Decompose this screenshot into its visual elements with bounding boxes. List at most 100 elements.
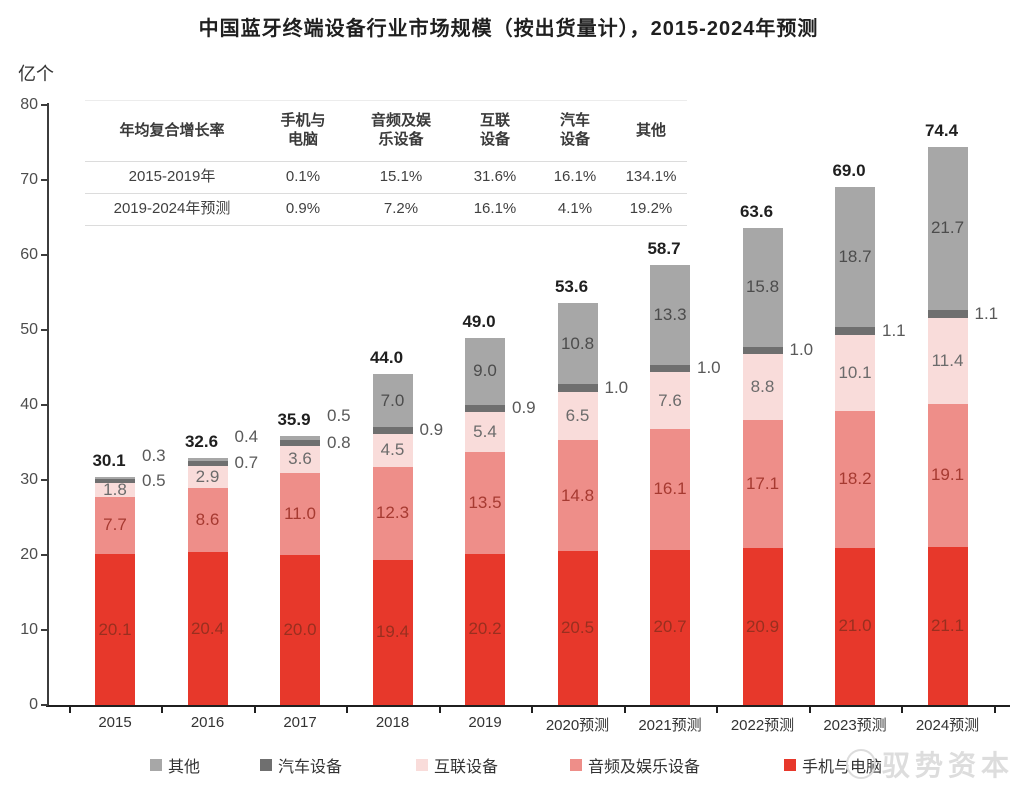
value-label-connected-devices: 10.1 bbox=[838, 363, 872, 383]
value-label-others: 7.0 bbox=[380, 390, 405, 410]
segment-others bbox=[95, 477, 135, 480]
legend-item-connected-devices: 互联设备 bbox=[416, 753, 498, 777]
segment-audio-entertainment bbox=[465, 452, 505, 554]
value-label-connected-devices: 6.5 bbox=[565, 405, 590, 425]
total-label: 35.9 bbox=[277, 409, 311, 429]
x-tick bbox=[716, 707, 719, 713]
y-tick-label: 40 bbox=[20, 396, 38, 413]
x-tick bbox=[993, 707, 996, 713]
segment-others bbox=[650, 264, 690, 365]
value-label-connected-devices: 7.6 bbox=[658, 390, 682, 410]
y-tick bbox=[41, 554, 48, 556]
segment-auto-devices bbox=[95, 479, 135, 483]
cagr-cell: 4.1% bbox=[557, 200, 593, 218]
value-label-others: 13.3 bbox=[653, 304, 687, 324]
segment-auto-devices bbox=[187, 460, 228, 466]
cagr-cell: 15.1% bbox=[379, 168, 423, 186]
value-label-phone-pc: 20.2 bbox=[468, 619, 502, 639]
value-label-connected-devices: 5.4 bbox=[473, 422, 497, 441]
value-label-others: 15.8 bbox=[745, 277, 780, 297]
outside-value-label-others: 0.3 bbox=[142, 446, 166, 466]
x-tick bbox=[531, 707, 534, 713]
value-label-audio-entertainment: 17.1 bbox=[745, 474, 780, 494]
x-category-label: 2021预测 bbox=[638, 717, 702, 734]
y-tick-label: 10 bbox=[20, 621, 38, 638]
x-category-label: 2019 bbox=[468, 714, 502, 731]
legend-item-audio-entertainment: 音频及娱乐设备 bbox=[570, 753, 700, 777]
segment-connected-devices bbox=[280, 445, 320, 473]
outside-value-label-auto-devices: 1.0 bbox=[789, 340, 814, 360]
segment-audio-entertainment bbox=[187, 487, 228, 552]
segment-phone-pc bbox=[372, 559, 413, 705]
segment-auto-devices bbox=[465, 405, 505, 412]
x-tick bbox=[161, 707, 164, 713]
y-tick-label: 70 bbox=[20, 171, 38, 188]
x-category-label: 2018 bbox=[375, 714, 410, 731]
cagr-cell: 16.1% bbox=[553, 168, 597, 186]
value-label-others: 18.7 bbox=[838, 246, 872, 266]
value-label-connected-devices: 8.8 bbox=[750, 377, 775, 396]
legend-label: 音频及娱乐设备 bbox=[588, 759, 701, 776]
segment-phone-pc bbox=[187, 552, 228, 705]
segment-audio-entertainment bbox=[95, 496, 135, 555]
y-tick-label: 80 bbox=[20, 96, 38, 113]
value-label-others: 21.7 bbox=[930, 218, 965, 238]
x-category-label: 2016 bbox=[190, 714, 225, 731]
segment-others bbox=[187, 457, 228, 461]
watermark-text: 驭势资本 bbox=[882, 750, 1015, 781]
legend-label: 汽车设备 bbox=[278, 759, 343, 776]
cagr-cell: 年均复合增长率 bbox=[119, 121, 225, 139]
segment-connected-devices bbox=[372, 433, 413, 468]
segment-audio-entertainment bbox=[280, 472, 320, 555]
legend-item-auto-devices: 汽车设备 bbox=[260, 753, 342, 777]
x-category-label: 2015 bbox=[98, 714, 132, 731]
outside-value-label-auto-devices: 1.0 bbox=[697, 358, 721, 378]
value-label-audio-entertainment: 13.5 bbox=[468, 492, 502, 512]
value-label-connected-devices: 11.4 bbox=[931, 350, 964, 370]
value-label-audio-entertainment: 11.0 bbox=[284, 503, 316, 523]
total-label: 69.0 bbox=[832, 160, 866, 180]
segment-audio-entertainment bbox=[650, 429, 690, 550]
y-tick-label: 30 bbox=[20, 471, 38, 488]
y-tick-label: 0 bbox=[29, 696, 38, 713]
y-axis-unit-label: 亿个 bbox=[18, 64, 54, 84]
x-category-label: 2017 bbox=[283, 714, 317, 731]
total-label: 63.6 bbox=[739, 202, 774, 221]
segment-connected-devices bbox=[465, 411, 505, 453]
value-label-audio-entertainment: 12.3 bbox=[375, 503, 410, 523]
watermark-logo-icon bbox=[846, 749, 876, 779]
total-label: 53.6 bbox=[554, 277, 589, 296]
segment-others bbox=[372, 374, 413, 427]
segment-phone-pc bbox=[742, 548, 783, 705]
segment-phone-pc bbox=[465, 553, 505, 705]
value-label-connected-devices: 4.5 bbox=[380, 440, 405, 460]
cagr-cell: 互联 设备 bbox=[479, 112, 510, 148]
segment-phone-pc bbox=[927, 546, 968, 705]
y-tick bbox=[41, 254, 48, 256]
cagr-cell: 音频及娱 乐设备 bbox=[370, 112, 431, 148]
outside-value-label-auto-devices: 1.0 bbox=[604, 377, 629, 397]
segment-connected-devices bbox=[650, 372, 690, 429]
y-tick-label: 20 bbox=[20, 546, 38, 563]
legend-label: 其他 bbox=[168, 759, 201, 776]
segment-phone-pc bbox=[650, 549, 690, 705]
value-label-connected-devices: 3.6 bbox=[288, 449, 312, 468]
value-label-phone-pc: 20.4 bbox=[190, 618, 225, 638]
segment-connected-devices bbox=[557, 391, 598, 441]
value-label-others: 9.0 bbox=[473, 361, 497, 381]
y-tick-label: 60 bbox=[20, 246, 38, 263]
total-label: 74.4 bbox=[924, 121, 959, 140]
total-label: 30.1 bbox=[92, 451, 126, 470]
segment-auto-devices bbox=[927, 309, 968, 318]
total-label: 58.7 bbox=[647, 238, 681, 258]
segment-others bbox=[742, 228, 783, 347]
cagr-cell: 0.9% bbox=[285, 200, 321, 218]
cagr-cell: 2019-2024年预测 bbox=[113, 200, 231, 218]
cagr-cell: 16.1% bbox=[473, 200, 517, 218]
value-label-others: 10.8 bbox=[560, 333, 595, 353]
value-label-phone-pc: 20.7 bbox=[653, 617, 687, 637]
outside-value-label-auto-devices: 0.5 bbox=[142, 471, 166, 491]
segment-connected-devices bbox=[835, 335, 875, 411]
outside-value-label-auto-devices: 0.7 bbox=[234, 453, 259, 473]
